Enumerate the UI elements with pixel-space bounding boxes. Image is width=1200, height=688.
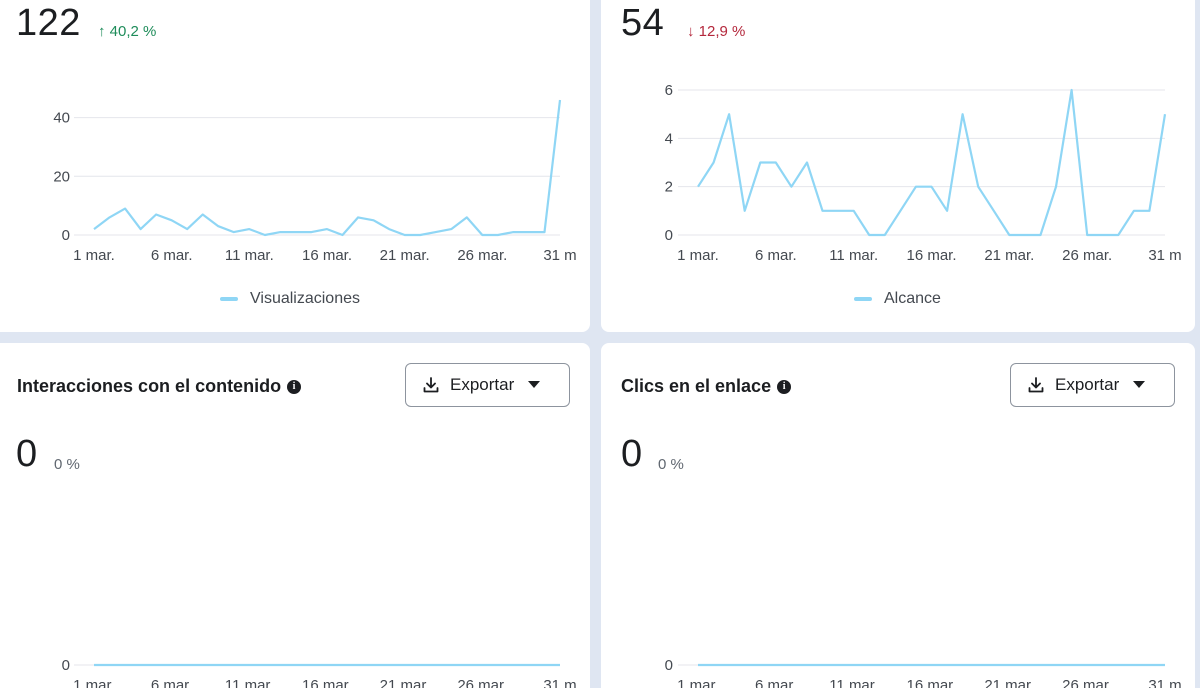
reach-chart: 0 2 4 6 1 mar. 6 mar. 11 mar. 16 mar. 21 mar. 26 … — [665, 82, 1182, 264]
x-tick-label: 31 m — [1148, 247, 1181, 264]
clicks-card: Clics en el enlace i Exportar 0 0 % 0 1 m… — [601, 343, 1195, 688]
x-tick-label: 11 mar. — [829, 677, 878, 688]
x-tick-label: 16 mar. — [302, 247, 352, 264]
interactions-chart: 01 mar. 6 mar. 11 mar. 16 mar. 21 mar. 26 mar… — [62, 657, 577, 688]
x-tick-label: 1 mar. — [677, 247, 719, 264]
interactions-total: 0 — [16, 433, 38, 475]
y-tick-label: 0 — [665, 657, 673, 674]
views-chart: 0 20 40 1 mar. 6 mar. 11 mar. 16 mar. 21 mar. 26… — [53, 99, 577, 264]
interactions-delta: 0 % — [54, 456, 80, 473]
x-tick-label: 6 mar. — [151, 677, 193, 688]
x-tick-label: 1 mar. — [73, 247, 115, 264]
views-card: 122 ↑ 40,2 % 0 20 40 1 mar. 6 mar. 11 mar. 16 … — [0, 0, 590, 332]
y-tick-label: 6 — [665, 82, 673, 99]
legend-label-views: Visualizaciones — [250, 290, 360, 307]
export-label: Exportar — [450, 375, 515, 394]
views-delta: ↑ 40,2 % — [98, 23, 156, 40]
interactions-title: Interacciones con el contenido — [17, 376, 282, 396]
x-tick-label: 26 mar. — [457, 247, 507, 264]
arrow-up-icon: ↑ — [98, 23, 106, 40]
clicks-chart: 0 1 mar. 6 mar. 11 mar. 16 mar. 21 mar. 26 mar… — [665, 657, 1182, 688]
info-icon[interactable]: i — [287, 379, 302, 394]
views-total: 122 — [16, 2, 81, 44]
legend-label-reach: Alcance — [884, 290, 941, 307]
y-tick-label: 20 — [53, 168, 70, 185]
x-tick-label: 1 mar. — [677, 677, 719, 688]
views-delta-value: 40,2 % — [109, 23, 157, 40]
y-tick-label: 0 — [62, 657, 70, 674]
x-tick-label: 16 mar. — [906, 677, 956, 688]
reach-total: 54 — [621, 2, 665, 44]
x-tick-label: 31 m — [543, 247, 576, 264]
x-tick-label: 1 mar. — [73, 677, 115, 688]
arrow-down-icon: ↓ — [687, 23, 695, 40]
reach-legend: Alcance — [854, 290, 941, 308]
clicks-total: 0 — [621, 433, 643, 475]
interactions-title-row: Interacciones con el contenido i — [17, 376, 302, 397]
download-icon — [423, 377, 439, 393]
caret-down-icon — [1133, 381, 1146, 388]
x-tick-label: 21 mar. — [380, 247, 430, 264]
x-tick-label: 16 mar. — [906, 247, 956, 264]
interactions-card: Interacciones con el contenido i Exporta… — [0, 343, 590, 688]
y-tick-label: 40 — [53, 110, 70, 127]
x-tick-label: 21 mar. — [380, 677, 430, 688]
x-tick-label: 6 mar. — [755, 677, 797, 688]
x-tick-label: 6 mar. — [151, 247, 193, 264]
x-tick-label: 21 mar. — [984, 677, 1034, 688]
x-tick-label: 26 mar. — [1062, 247, 1112, 264]
y-tick-label: 0 — [665, 227, 673, 244]
export-button[interactable]: Exportar — [405, 363, 570, 407]
clicks-title-row: Clics en el enlace i — [621, 376, 792, 397]
info-icon[interactable]: i — [777, 379, 792, 394]
caret-down-icon — [528, 381, 541, 388]
download-icon — [1028, 377, 1044, 393]
x-tick-label: 11 mar. — [225, 677, 274, 688]
x-tick-label: 21 mar. — [984, 247, 1034, 264]
legend-swatch — [854, 297, 872, 301]
legend-swatch — [220, 297, 238, 301]
clicks-delta: 0 % — [658, 456, 684, 473]
export-label: Exportar — [1055, 375, 1120, 394]
views-legend: Visualizaciones — [220, 290, 360, 308]
y-tick-label: 2 — [665, 179, 673, 196]
series-line — [93, 99, 562, 237]
x-tick-label: 11 mar. — [829, 247, 878, 264]
reach-delta: ↓ 12,9 % — [687, 23, 745, 40]
x-tick-label: 31 m — [1148, 677, 1181, 688]
y-tick-label: 4 — [665, 130, 673, 147]
reach-delta-value: 12,9 % — [698, 23, 746, 40]
clicks-title: Clics en el enlace — [621, 376, 772, 396]
x-tick-label: 16 mar. — [302, 677, 352, 688]
x-tick-label: 6 mar. — [755, 247, 797, 264]
x-tick-label: 11 mar. — [225, 247, 274, 264]
y-tick-label: 0 — [62, 227, 70, 244]
export-button[interactable]: Exportar — [1010, 363, 1175, 407]
x-tick-label: 26 mar. — [1062, 677, 1112, 688]
series-line — [697, 88, 1167, 237]
x-tick-label: 26 mar. — [457, 677, 507, 688]
reach-card: 54 ↓ 12,9 % 0 2 4 6 1 mar. 6 mar. 11 mar. 16 ma… — [601, 0, 1195, 332]
x-tick-label: 31 m — [543, 677, 576, 688]
